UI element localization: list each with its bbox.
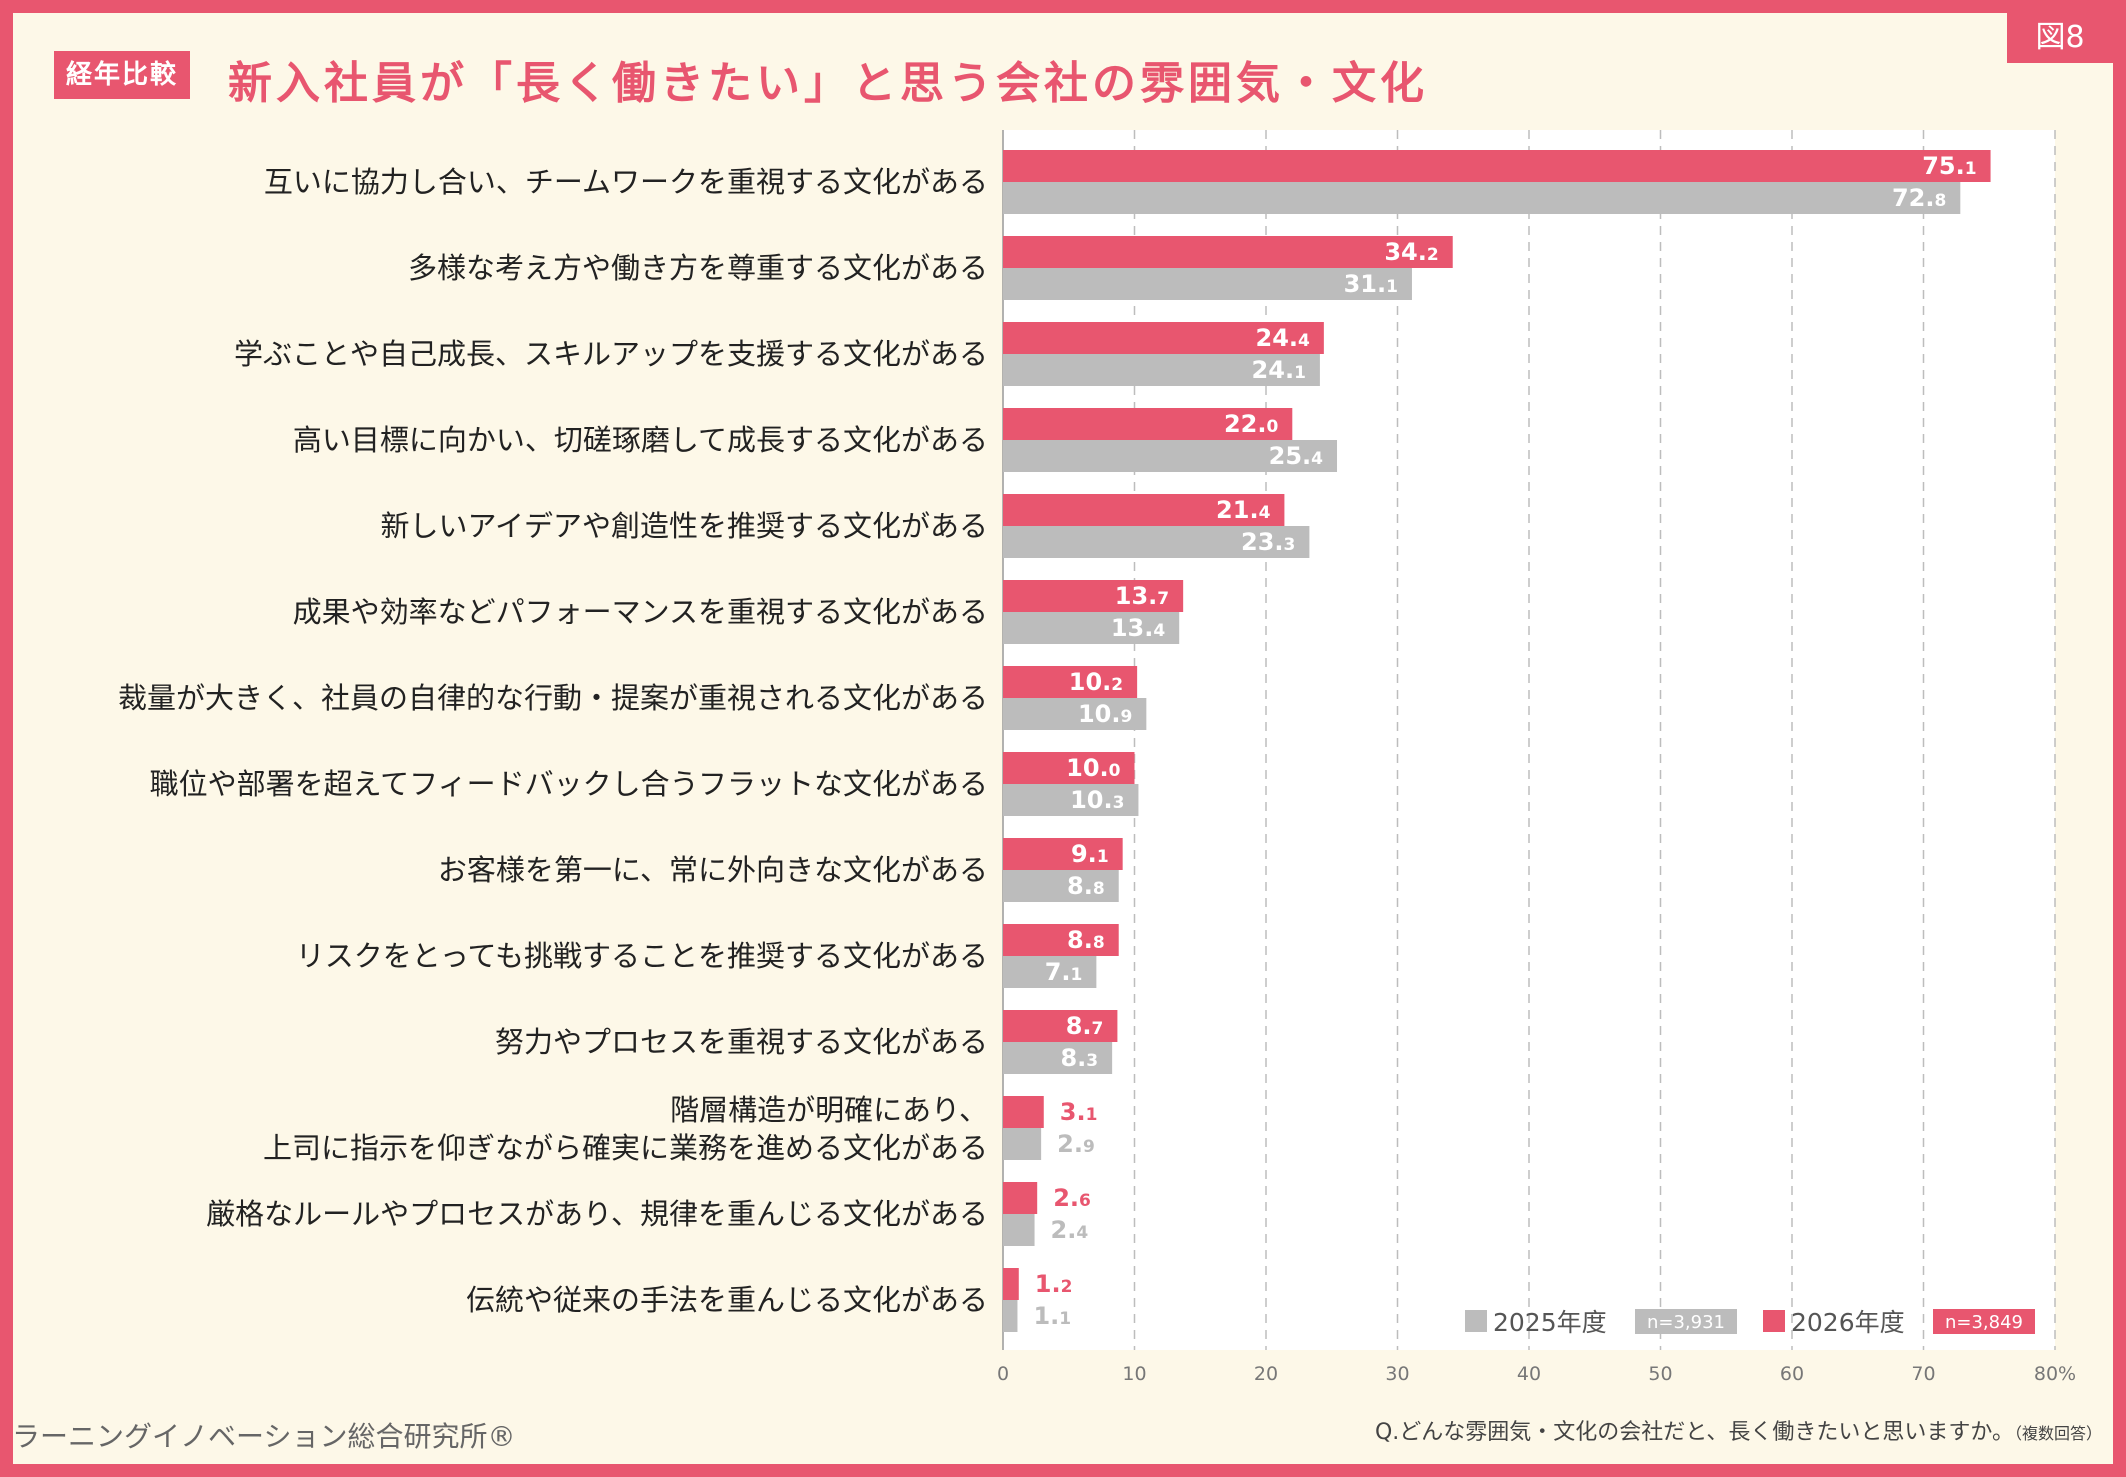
bar-gray — [1003, 1042, 1113, 1074]
x-tick-label: 50 — [1648, 1363, 1672, 1385]
bar-red — [1003, 924, 1119, 956]
data-label: 10.2 — [1069, 668, 1123, 696]
legend-n-badge — [1933, 1309, 2035, 1334]
data-label: 1.2 — [1035, 1270, 1073, 1298]
legend-label: 2026年度 — [1791, 1308, 1905, 1337]
data-label: 8.8 — [1067, 872, 1105, 900]
bar-gray — [1003, 1300, 1018, 1332]
category-label: 階層構造が明確にあり、 — [670, 1093, 988, 1127]
category-label: 厳格なルールやプロセスがあり、規律を重んじる文化がある — [206, 1197, 988, 1231]
data-label: 10.0 — [1066, 754, 1121, 782]
category-label: お客様を第一に、常に外向きな文化がある — [438, 853, 988, 887]
x-tick-label: 40 — [1517, 1363, 1541, 1385]
category-label: 裁量が大きく、社員の自律的な行動・提案が重視される文化がある — [118, 681, 988, 715]
bar-red — [1003, 150, 1991, 182]
data-label: 8.8 — [1067, 926, 1105, 954]
data-label: 21.4 — [1216, 496, 1271, 524]
data-label: 3.1 — [1060, 1098, 1098, 1126]
category-label: 上司に指示を仰ぎながら確実に業務を進める文化がある — [263, 1131, 988, 1165]
category-label: 新しいアイデアや創造性を推奨する文化がある — [380, 509, 988, 543]
bar-red — [1003, 1010, 1118, 1042]
category-label: 職位や部署を超えてフィードバックし合うフラットな文化がある — [150, 767, 988, 801]
x-tick-label: 0 — [997, 1363, 1009, 1385]
data-label: 10.3 — [1070, 786, 1124, 814]
bar-red — [1003, 236, 1453, 268]
data-label: 10.9 — [1078, 700, 1132, 728]
bar-red — [1003, 494, 1285, 526]
data-label: 8.7 — [1066, 1012, 1104, 1040]
data-label: 9.1 — [1071, 840, 1109, 868]
bar-gray — [1003, 182, 1961, 214]
x-tick-label: 60 — [1780, 1363, 1804, 1385]
bar-red — [1003, 408, 1293, 440]
category-label: 多様な考え方や働き方を尊重する文化がある — [408, 251, 988, 285]
bar-red — [1003, 838, 1123, 870]
bar-gray — [1003, 698, 1147, 730]
category-label: 伝統や従来の手法を重んじる文化がある — [466, 1283, 988, 1317]
legend-swatch — [1465, 1310, 1487, 1332]
data-label: 25.4 — [1269, 442, 1324, 470]
bar-red — [1003, 666, 1138, 698]
bar-gray — [1003, 784, 1139, 816]
bar-gray — [1003, 612, 1180, 644]
category-label: 互いに協力し合い、チームワークを重視する文化がある — [264, 165, 988, 199]
data-label: 13.7 — [1115, 582, 1169, 610]
category-label: 努力やプロセスを重視する文化がある — [495, 1025, 988, 1059]
chart-title: 新入社員が「長く働きたい」と思う会社の雰囲気・文化 — [228, 58, 1428, 109]
bar-gray — [1003, 354, 1320, 386]
bar-gray — [1003, 268, 1412, 300]
data-label: 24.1 — [1252, 356, 1306, 384]
data-label: 75.1 — [1922, 152, 1976, 180]
data-label: 24.4 — [1256, 324, 1311, 352]
bar-gray — [1003, 870, 1119, 902]
bar-gray — [1003, 956, 1097, 988]
data-label: 72.8 — [1892, 184, 1946, 212]
bar-red — [1003, 322, 1324, 354]
legend-n-label: n=3,849 — [1945, 1312, 2023, 1333]
bar-red — [1003, 1182, 1038, 1214]
x-tick-label: 20 — [1254, 1363, 1278, 1385]
data-label: 34.2 — [1384, 238, 1438, 266]
bar-gray — [1003, 440, 1338, 472]
category-label: リスクをとっても挑戦することを推奨する文化がある — [296, 939, 988, 973]
category-label: 学ぶことや自己成長、スキルアップを支援する文化がある — [234, 337, 988, 371]
question-main: Q.どんな雰囲気・文化の会社だと、長く働きたいと思いますか。 — [1374, 1420, 2014, 1445]
figure-tag: 図8 — [2007, 13, 2113, 63]
bar-red — [1003, 752, 1135, 784]
bar-red — [1003, 1268, 1019, 1300]
bar-red — [1003, 580, 1184, 612]
bar-gray — [1003, 526, 1310, 558]
question-note: （複数回答） — [2013, 1424, 2102, 1443]
data-label: 1.1 — [1033, 1302, 1071, 1330]
x-tick-label: 30 — [1385, 1363, 1409, 1385]
data-label: 23.3 — [1241, 528, 1295, 556]
legend-n-label: n=3,931 — [1647, 1312, 1725, 1333]
data-label: 8.3 — [1060, 1044, 1098, 1072]
legend-swatch — [1763, 1310, 1785, 1332]
question-text: Q.どんな雰囲気・文化の会社だと、長く働きたいと思いますか。（複数回答） — [1375, 1414, 2102, 1446]
data-label: 2.4 — [1051, 1216, 1089, 1244]
data-label: 31.1 — [1344, 270, 1398, 298]
data-label: 13.4 — [1111, 614, 1166, 642]
data-label: 7.1 — [1045, 958, 1083, 986]
bar-gray — [1003, 1214, 1035, 1246]
organization-name: ラーニングイノベーション総合研究所® — [12, 1420, 516, 1453]
bar-red — [1003, 1096, 1044, 1128]
category-label: 高い目標に向かい、切磋琢磨して成長する文化がある — [293, 423, 988, 457]
legend-label: 2025年度 — [1493, 1308, 1607, 1337]
legend-n-badge — [1635, 1309, 1737, 1334]
title-badge: 経年比較 — [54, 51, 191, 99]
data-label: 2.6 — [1053, 1184, 1091, 1212]
data-label: 22.0 — [1224, 410, 1279, 438]
category-label: 成果や効率などパフォーマンスを重視する文化がある — [293, 595, 988, 629]
x-tick-label: 80% — [2034, 1363, 2076, 1385]
bar-gray — [1003, 1128, 1042, 1160]
x-tick-label: 10 — [1122, 1363, 1146, 1385]
x-tick-label: 70 — [1911, 1363, 1935, 1385]
data-label: 2.9 — [1057, 1130, 1095, 1158]
